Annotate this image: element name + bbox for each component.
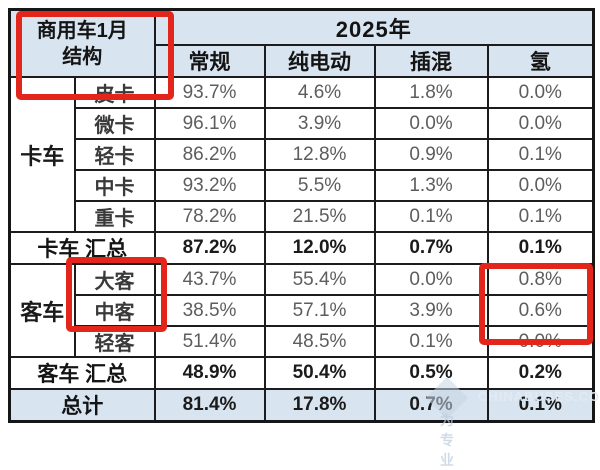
value-cell: 12.0%: [263, 231, 376, 265]
value-cell: 0.0%: [373, 263, 489, 296]
value-cell: 0.7%: [373, 231, 489, 265]
bus-total-label: 客车 汇总: [8, 356, 156, 390]
value-cell: 17.8%: [263, 388, 376, 423]
value-cell: 0.0%: [486, 325, 595, 358]
value-cell: 21.5%: [263, 200, 376, 233]
value-cell: 0.9%: [373, 138, 489, 171]
corner-header-line1: 商用车1月: [36, 19, 128, 42]
value-cell: 0.0%: [486, 107, 595, 140]
row-label-largebus: 大客: [73, 263, 156, 296]
row-label-lighttruck: 轻卡: [73, 138, 156, 171]
group-label-truck: 卡车: [8, 76, 76, 233]
corner-header: 商用车1月 结构: [8, 8, 156, 78]
corner-header-line2: 结构: [62, 45, 103, 68]
column-header-phev: 插混: [373, 44, 489, 78]
value-cell: 86.2%: [153, 138, 266, 171]
row-label-heavytruck: 重卡: [73, 200, 156, 233]
value-cell: 81.4%: [153, 388, 266, 423]
value-cell: 3.9%: [373, 294, 489, 327]
value-cell: 48.5%: [263, 325, 376, 358]
column-header-hydrogen: 氢: [486, 44, 595, 78]
value-cell: 93.7%: [153, 76, 266, 109]
value-cell: 1.8%: [373, 76, 489, 109]
value-cell: 78.2%: [153, 200, 266, 233]
year-header: 2025年: [153, 8, 595, 46]
value-cell: 48.9%: [153, 356, 266, 390]
truck-total-label: 卡车 汇总: [8, 231, 156, 265]
value-cell: 12.8%: [263, 138, 376, 171]
value-cell: 0.7%: [373, 388, 489, 423]
value-cell: 0.6%: [486, 294, 595, 327]
value-cell: 0.1%: [486, 200, 595, 233]
row-label-mediumtruck: 中卡: [73, 169, 156, 202]
value-cell: 93.2%: [153, 169, 266, 202]
value-cell: 43.7%: [153, 263, 266, 296]
column-header-conventional: 常规: [153, 44, 266, 78]
column-header-bev: 纯电动: [263, 44, 376, 78]
grand-total-label: 总计: [8, 388, 156, 423]
value-cell: 51.4%: [153, 325, 266, 358]
row-label-microtruck: 微卡: [73, 107, 156, 140]
value-cell: 55.4%: [263, 263, 376, 296]
value-cell: 5.5%: [263, 169, 376, 202]
value-cell: 0.0%: [486, 169, 595, 202]
value-cell: 87.2%: [153, 231, 266, 265]
row-label-lightbus: 轻客: [73, 325, 156, 358]
value-cell: 0.0%: [486, 76, 595, 109]
value-cell: 0.1%: [486, 388, 595, 423]
value-cell: 3.9%: [263, 107, 376, 140]
vehicle-structure-table: 商用车1月 结构 2025年 常规 纯电动 插混 氢 卡车 皮卡 93.7% 4…: [8, 8, 596, 423]
value-cell: 0.2%: [486, 356, 595, 390]
value-cell: 0.0%: [373, 107, 489, 140]
value-cell: 0.1%: [486, 231, 595, 265]
row-label-pickup: 皮卡: [73, 76, 156, 109]
value-cell: 50.4%: [263, 356, 376, 390]
value-cell: 0.1%: [373, 200, 489, 233]
value-cell: 0.8%: [486, 263, 595, 296]
value-cell: 0.5%: [373, 356, 489, 390]
value-cell: 57.1%: [263, 294, 376, 327]
value-cell: 96.1%: [153, 107, 266, 140]
value-cell: 0.1%: [373, 325, 489, 358]
row-label-mediumbus: 中客: [73, 294, 156, 327]
value-cell: 1.3%: [373, 169, 489, 202]
group-label-bus: 客车: [8, 263, 76, 358]
value-cell: 4.6%: [263, 76, 376, 109]
table-screenshot: 商用车1月 结构 2025年 常规 纯电动 插混 氢 卡车 皮卡 93.7% 4…: [8, 8, 600, 468]
value-cell: 38.5%: [153, 294, 266, 327]
value-cell: 0.1%: [486, 138, 595, 171]
